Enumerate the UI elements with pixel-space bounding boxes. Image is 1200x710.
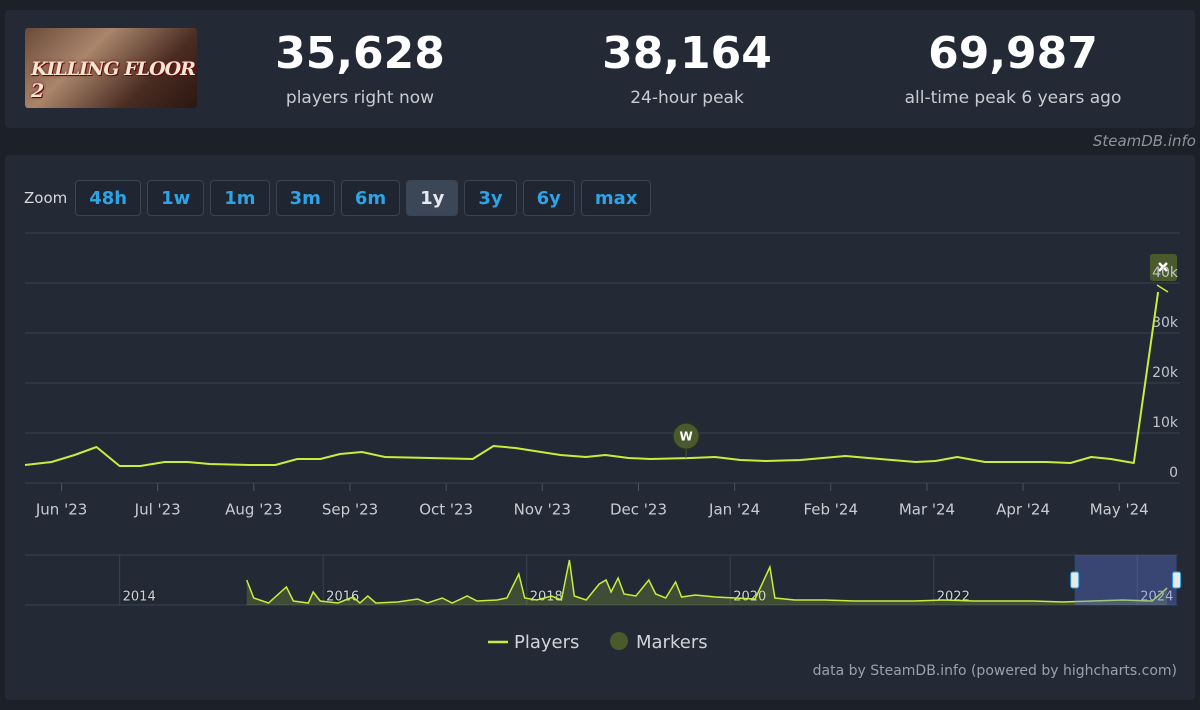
x-tick-label: Feb '24 [803, 501, 858, 519]
zoom-button[interactable]: 3m [275, 180, 335, 216]
marker-label: W [680, 430, 693, 444]
legend-label[interactable]: Players [514, 632, 579, 653]
legend-label[interactable]: Markers [636, 632, 708, 653]
close-icon [1158, 262, 1168, 272]
zoom-bar: Zoom 48h 1w 1m 3m 6m 1y 3y 6y max [24, 180, 652, 216]
stat-label: all-time peak 6 years ago [904, 88, 1122, 108]
credits[interactable]: data by SteamDB.info (powered by highcha… [813, 663, 1177, 679]
y-tick-label: 10k [1152, 415, 1179, 431]
x-tick-label: May '24 [1090, 501, 1149, 519]
chart-panel [5, 155, 1195, 700]
x-tick-label: Jul '23 [134, 501, 181, 519]
y-tick-label: 40k [1152, 265, 1179, 281]
zoom-label: Zoom [24, 189, 68, 207]
x-tick-label: Sep '23 [322, 501, 378, 519]
game-logo[interactable]: KILLING FLOOR 2 [25, 28, 197, 108]
reset-flag[interactable] [1150, 254, 1177, 293]
x-tick-label: Dec '23 [610, 501, 667, 519]
stat-value: 35,628 [275, 28, 445, 79]
stat-label: 24-hour peak [630, 88, 744, 108]
navigator-area [246, 560, 1168, 605]
zoom-button[interactable]: 1w [147, 180, 205, 216]
x-tick-label: Nov '23 [514, 501, 571, 519]
navigator-tick-label: 2014 [123, 590, 156, 605]
y-tick-label: 0 [1169, 465, 1178, 481]
x-tick-label: Aug '23 [225, 501, 282, 519]
players-line [24, 291, 1160, 467]
marker [672, 422, 700, 450]
zoom-button[interactable]: 1y [406, 180, 459, 216]
navigator-tick-label: 2016 [326, 590, 359, 605]
source-link[interactable]: SteamDB.info [1092, 132, 1196, 150]
legend-marker [610, 632, 628, 650]
x-tick-label: Jun '23 [35, 501, 87, 519]
stats-panel: KILLING FLOOR 2 35,628 players right now… [5, 10, 1195, 128]
x-tick-label: Jan '24 [708, 501, 760, 519]
navigator-line [246, 559, 1168, 604]
zoom-button[interactable]: max [580, 180, 652, 216]
stat-value: 69,987 [928, 28, 1098, 79]
x-tick-label: Apr '24 [996, 501, 1050, 519]
logo-text: KILLING FLOOR 2 [31, 58, 196, 102]
zoom-button[interactable]: 1m [210, 180, 270, 216]
navigator-selection[interactable] [1074, 555, 1177, 605]
zoom-button[interactable]: 3y [464, 180, 517, 216]
x-tick-label: Mar '24 [899, 501, 955, 519]
y-tick-label: 30k [1152, 315, 1179, 331]
flag-stem [1156, 284, 1169, 293]
zoom-button[interactable]: 6y [522, 180, 575, 216]
navigator-handle[interactable] [1070, 571, 1080, 589]
stat-value: 38,164 [602, 28, 772, 79]
navigator-handle[interactable] [1172, 571, 1182, 589]
y-tick-label: 20k [1152, 365, 1179, 381]
zoom-button[interactable]: 48h [75, 180, 142, 216]
zoom-button[interactable]: 6m [340, 180, 401, 216]
x-tick-label: Oct '23 [419, 501, 473, 519]
stat-label: players right now [285, 88, 435, 108]
